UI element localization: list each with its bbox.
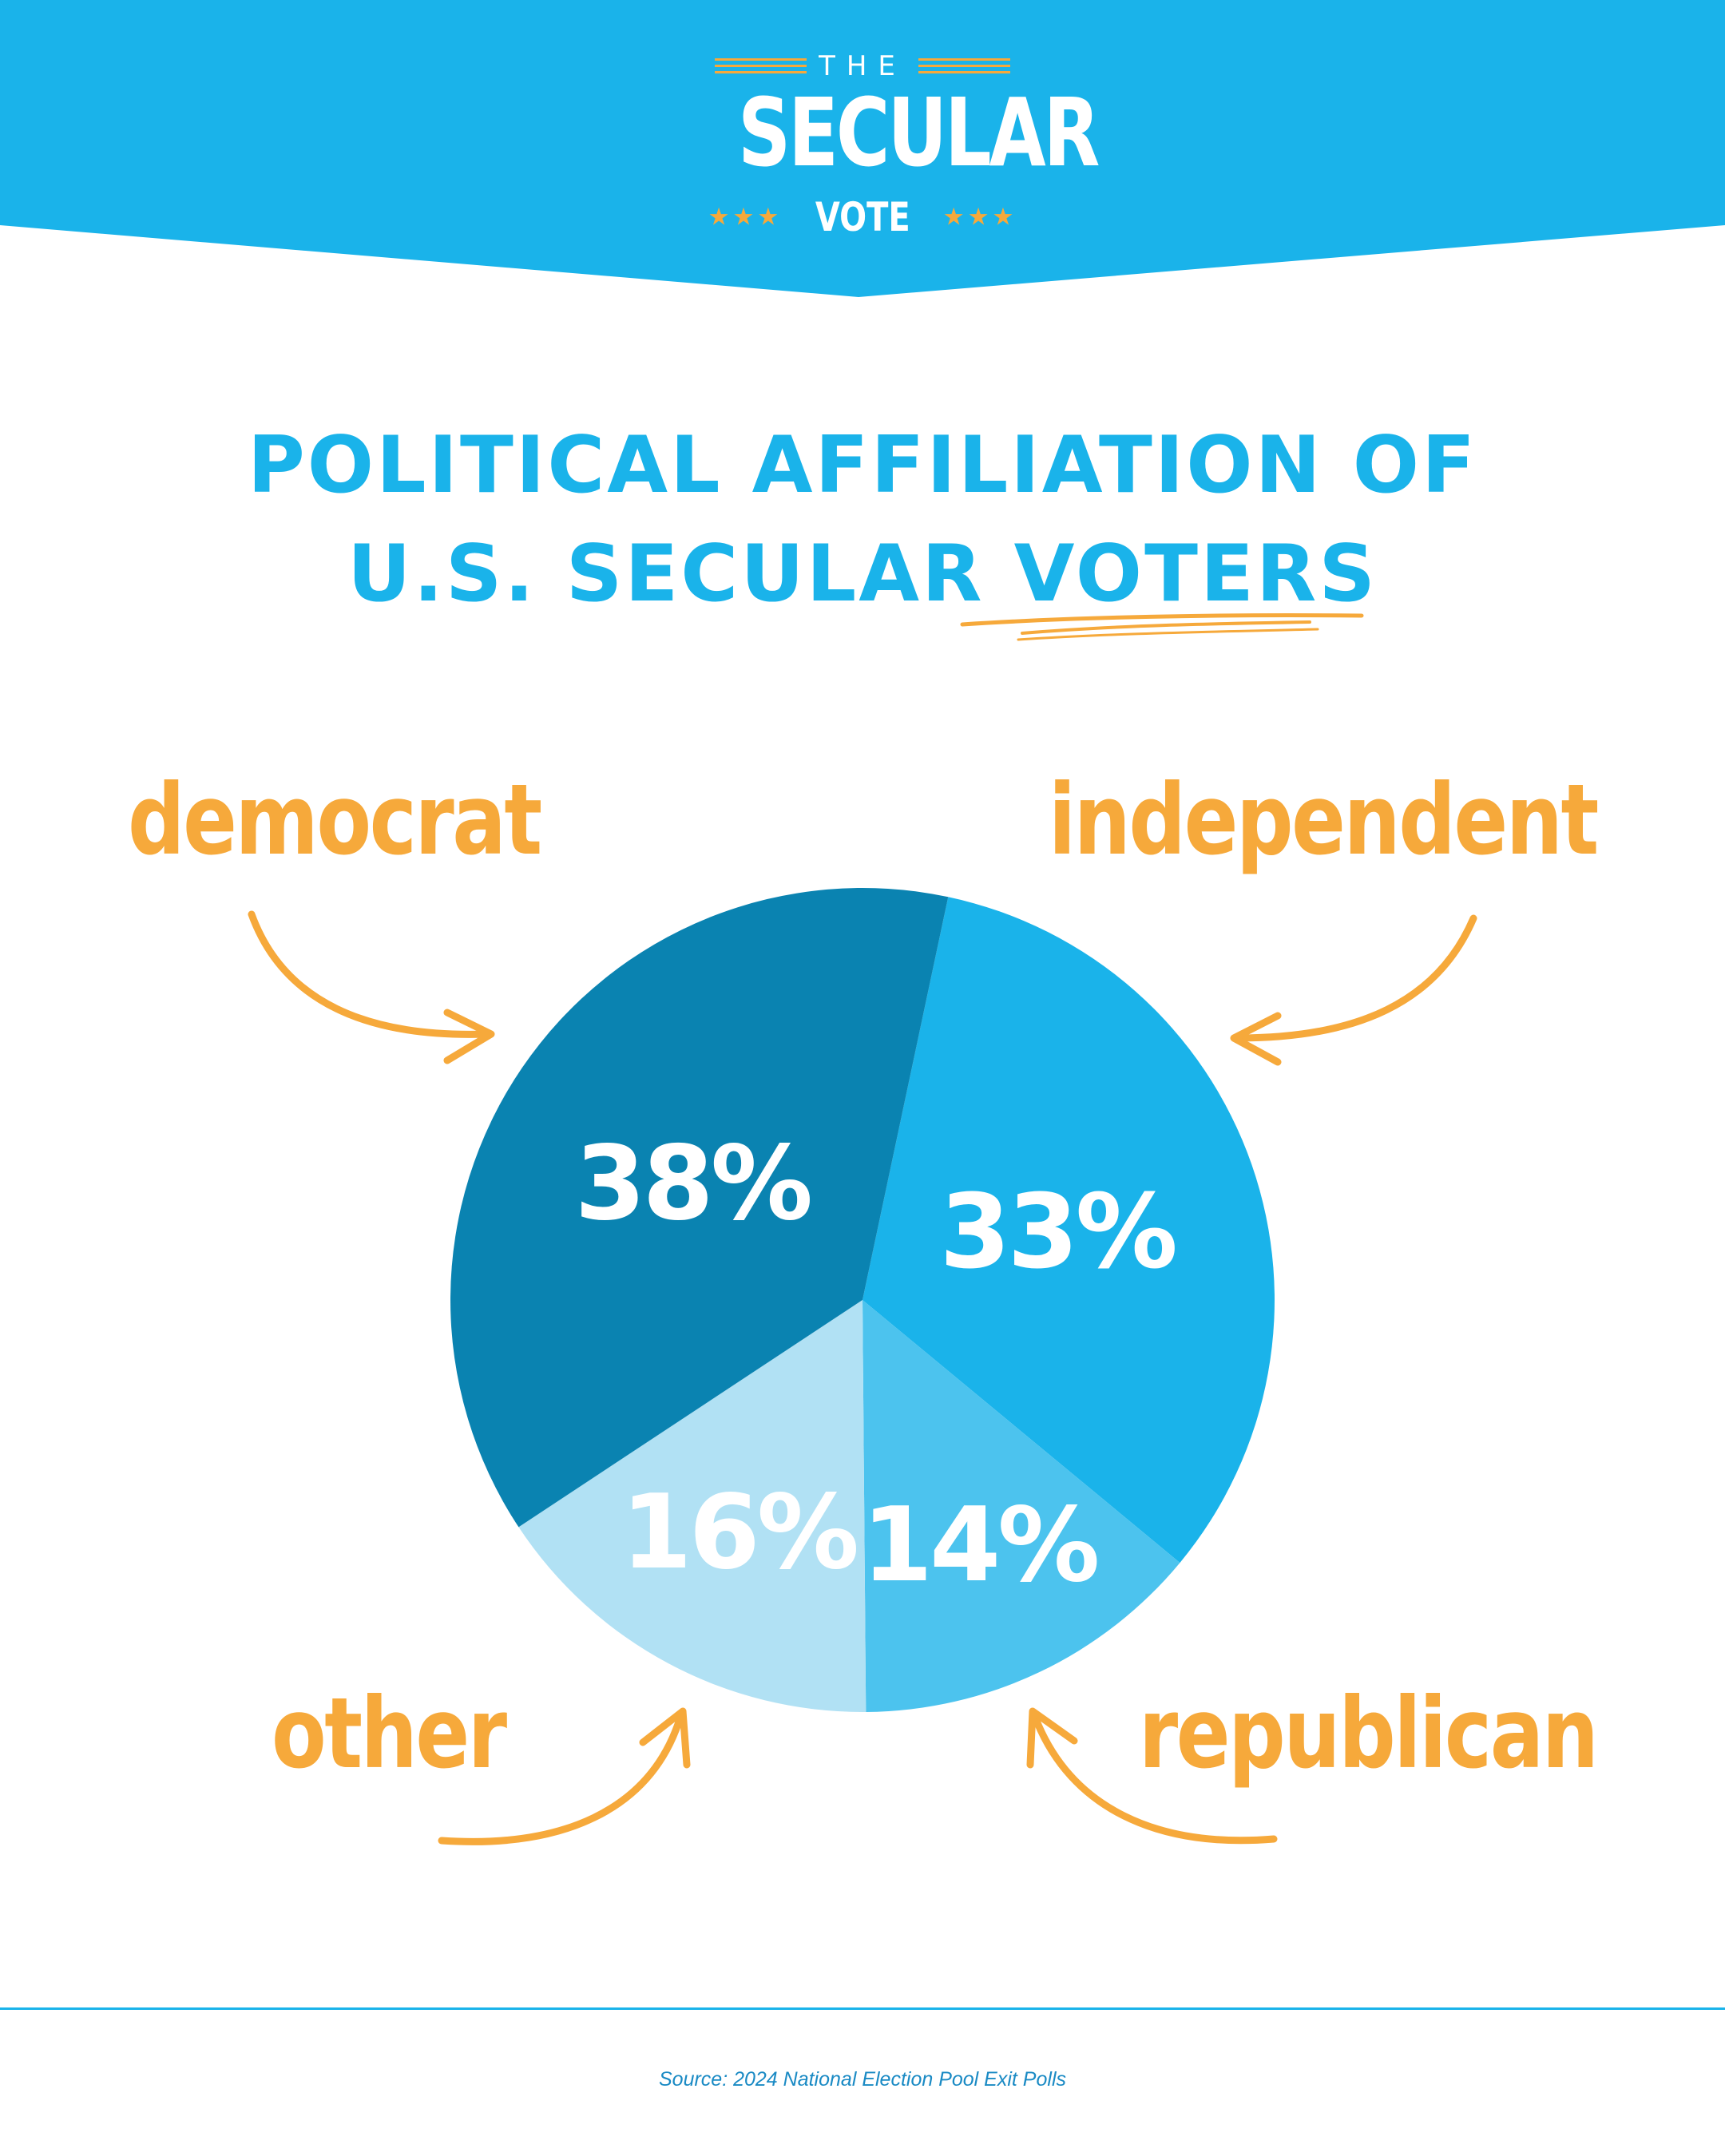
title-underline-swash bbox=[960, 612, 1364, 641]
arrow-independent-head-icon bbox=[1230, 1012, 1282, 1066]
pct-label-independent: 33% bbox=[939, 1173, 1175, 1292]
pie-slice-democrat bbox=[450, 888, 949, 1528]
label-democrat: democrat bbox=[128, 763, 542, 877]
logo-vote-row: ★★★ VOTE ★★★ bbox=[703, 194, 1022, 240]
arrow-republican-icon bbox=[1031, 1713, 1278, 1845]
page-title: POLITICAL AFFILIATION OF U.S. SECULAR VO… bbox=[0, 411, 1725, 628]
arrow-democrat-head-icon bbox=[443, 1009, 495, 1064]
pie-slice-other bbox=[518, 1300, 866, 1712]
arrow-democrat-icon bbox=[248, 910, 491, 1038]
label-republican: republican bbox=[1139, 1677, 1599, 1790]
arrow-independent-icon bbox=[1234, 914, 1477, 1042]
pie-slice-republican bbox=[862, 1300, 1180, 1712]
label-independent: independent bbox=[1048, 763, 1600, 877]
footer-rule bbox=[0, 2007, 1725, 2010]
star-icon: ★★★ bbox=[708, 204, 783, 231]
page-title-line-1: POLITICAL AFFILIATION OF bbox=[247, 420, 1478, 511]
arrow-other-icon bbox=[438, 1713, 684, 1845]
pct-label-republican: 14% bbox=[862, 1486, 1097, 1605]
header-banner bbox=[0, 0, 1725, 297]
arrow-republican-head-icon bbox=[1026, 1707, 1078, 1769]
logo-the: THE bbox=[819, 50, 906, 82]
logo-lines-left bbox=[715, 58, 807, 77]
page-title-line-2: U.S. SECULAR VOTERS bbox=[347, 529, 1378, 620]
star-icon: ★★★ bbox=[942, 204, 1017, 231]
logo-vote: VOTE bbox=[815, 194, 910, 240]
logo-lines-right bbox=[918, 58, 1010, 77]
pct-label-other: 16% bbox=[621, 1473, 857, 1592]
label-other: other bbox=[272, 1677, 507, 1790]
pie-slice-independent bbox=[862, 897, 1275, 1563]
pct-label-democrat: 38% bbox=[575, 1124, 811, 1243]
source-note: Source: 2024 National Election Pool Exit… bbox=[658, 2068, 1066, 2091]
arrow-other-head-icon bbox=[639, 1707, 691, 1769]
